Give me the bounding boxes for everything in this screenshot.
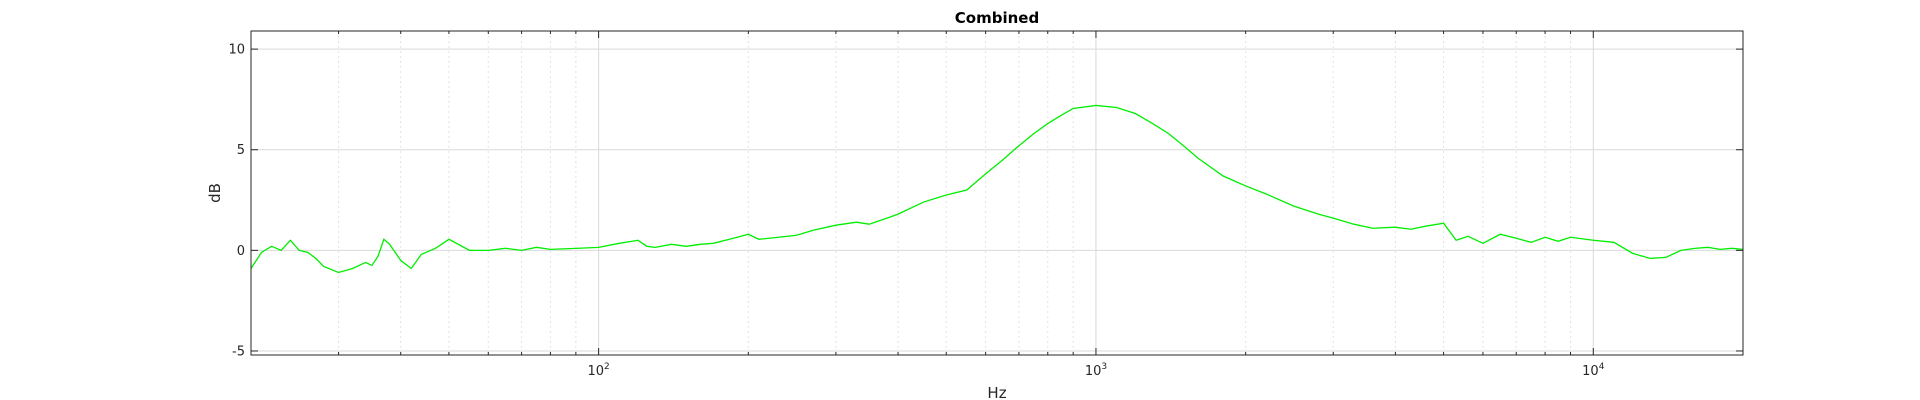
- y-tick-label: -5: [232, 344, 245, 359]
- x-tick-labels: 102 103 104: [587, 362, 1604, 379]
- x-tick-label: 103: [1085, 362, 1107, 379]
- y-tick-label: 10: [228, 43, 245, 58]
- y-tick-label: 5: [237, 143, 245, 158]
- plot-frame: [250, 30, 1744, 356]
- y-axis-label: dB: [206, 183, 224, 203]
- series-layer: [250, 104, 1744, 274]
- x-tick-label: 104: [1582, 362, 1605, 379]
- axis-ticks: [250, 31, 1744, 355]
- y-tick-label: 0: [237, 244, 245, 259]
- minor-grid: [250, 31, 1744, 355]
- series-line: [250, 104, 1744, 274]
- x-axis-label: Hz: [987, 384, 1006, 400]
- chart-title: Combined: [955, 9, 1039, 27]
- y-tick-labels: -5 0 5 10: [228, 43, 245, 360]
- x-tick-label: 102: [587, 362, 609, 379]
- major-grid: [251, 31, 1743, 355]
